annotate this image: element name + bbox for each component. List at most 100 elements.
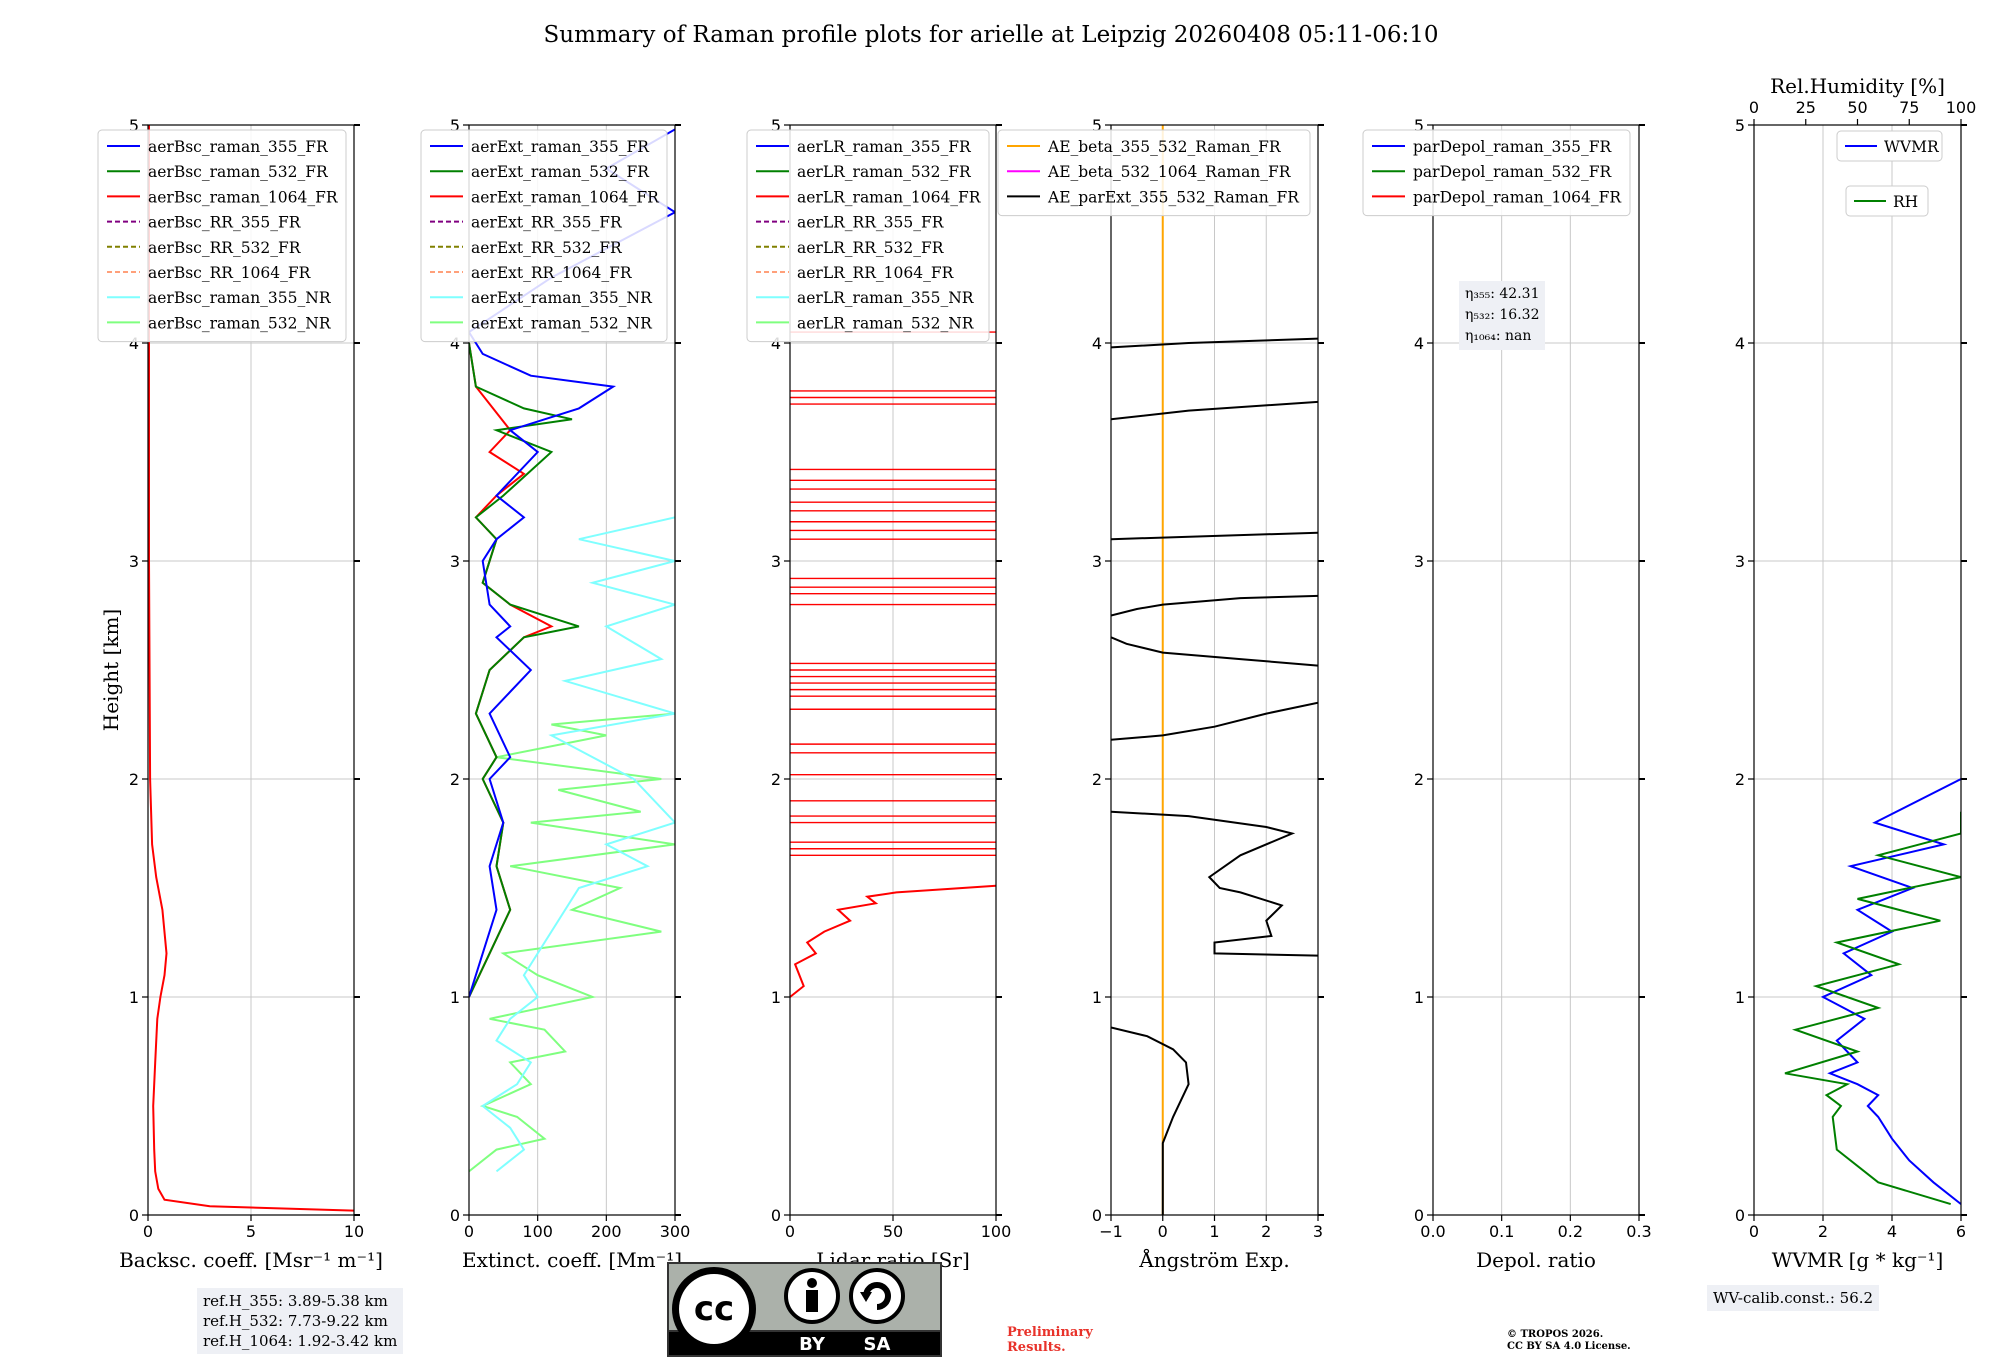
legend-label: RH bbox=[1893, 193, 1918, 211]
axes-frame bbox=[1432, 124, 1640, 1216]
ae-parext-segment bbox=[1111, 594, 1318, 617]
x-tick-label: 200 bbox=[591, 1222, 622, 1241]
x-axis-label: Ångström Exp. bbox=[1138, 1247, 1289, 1272]
y-tick-label: 5 bbox=[1414, 116, 1424, 135]
legend-label: aerLR_raman_355_FR bbox=[797, 138, 972, 156]
legend-label: aerBsc_raman_355_FR bbox=[148, 138, 329, 156]
legend-label: aerExt_raman_532_NR bbox=[471, 314, 653, 332]
y-tick-label: 5 bbox=[1735, 116, 1745, 135]
y-tick-label: 0 bbox=[450, 1206, 460, 1225]
x2-tick-label: 50 bbox=[1847, 98, 1867, 117]
y-tick-label: 3 bbox=[1092, 552, 1102, 571]
x-tick-label: 10 bbox=[344, 1222, 364, 1241]
legend-label: aerLR_RR_1064_FR bbox=[797, 264, 955, 282]
ae-parext-segment bbox=[1111, 810, 1318, 957]
panel-depol: 0.0 0.1 0.2 0.3 0 1 2 3 4 5 Depol. ratio parDepol_r… bbox=[1362, 116, 1652, 1272]
cc-circle-inner bbox=[679, 1274, 749, 1344]
legend-label: AE_beta_355_532_Raman_FR bbox=[1047, 138, 1282, 156]
ae-parext-segment bbox=[1111, 636, 1318, 667]
x-tick-label: 4 bbox=[1887, 1222, 1897, 1241]
y-tick-label: 1 bbox=[450, 988, 460, 1007]
y-tick-label: 5 bbox=[129, 116, 139, 135]
x-tick-label: 0 bbox=[464, 1222, 474, 1241]
eta-532: η₅₃₂: 16.32 bbox=[1465, 307, 1540, 323]
data-layer bbox=[1111, 125, 1318, 1215]
ae-parext-segment bbox=[1111, 1026, 1190, 1215]
x2-tick-label: 0 bbox=[1749, 98, 1759, 117]
y-tick-label: 2 bbox=[1414, 770, 1424, 789]
legend-label: aerExt_RR_532_FR bbox=[471, 239, 623, 257]
x-tick-label: 100 bbox=[522, 1222, 553, 1241]
legend-box bbox=[420, 129, 668, 343]
series-WVMR bbox=[1820, 778, 1961, 1205]
legend-label: aerBsc_RR_1064_FR bbox=[148, 264, 312, 282]
y-tick-label: 0 bbox=[1414, 1206, 1424, 1225]
preliminary-line-2: Results. bbox=[1007, 1340, 1066, 1355]
series-aerLR_raman_1064_FR bbox=[790, 884, 996, 998]
y-tick-label: 0 bbox=[1735, 1206, 1745, 1225]
series-aerExt_raman_355_NR bbox=[480, 516, 675, 1173]
x-tick-label: 1 bbox=[1209, 1222, 1219, 1241]
x-axis-label: WVMR [g * kg⁻¹] bbox=[1772, 1248, 1944, 1272]
y-tick-label: 2 bbox=[771, 770, 781, 789]
copyright-line-2: CC BY SA 4.0 License. bbox=[1507, 1341, 1631, 1352]
legend-label: aerBsc_raman_532_NR bbox=[148, 314, 332, 332]
legend-box-rh bbox=[1845, 185, 1929, 217]
legend-label: aerBsc_raman_1064_FR bbox=[148, 188, 339, 206]
cc-license-badge: cc BY SA bbox=[667, 1262, 942, 1357]
y-tick-label: 4 bbox=[1092, 334, 1102, 353]
panel-bsc: 0 5 10 0 1 2 3 4 5 Backsc. coeff. [Msr⁻¹ m⁻¹] aerB… bbox=[97, 116, 383, 1272]
y-tick-label: 0 bbox=[1092, 1206, 1102, 1225]
x-axis-label: Depol. ratio bbox=[1476, 1248, 1596, 1272]
legend-label: aerExt_RR_355_FR bbox=[471, 214, 623, 232]
legend-box bbox=[997, 129, 1311, 217]
legend-label: aerLR_raman_355_NR bbox=[797, 289, 975, 307]
legend-label: aerBsc_RR_532_FR bbox=[148, 239, 302, 257]
y-tick-label: 3 bbox=[1414, 552, 1424, 571]
ae-parext-segment bbox=[1111, 531, 1318, 541]
y-tick-label: 1 bbox=[1414, 988, 1424, 1007]
y-tick-label: 2 bbox=[1092, 770, 1102, 789]
ae-parext-segment bbox=[1111, 701, 1318, 741]
y-tick-label: 5 bbox=[450, 116, 460, 135]
wv-calib-box: WV-calib.const.: 56.2 bbox=[1707, 1285, 1880, 1311]
legend-label: aerExt_RR_1064_FR bbox=[471, 264, 633, 282]
eta-355: η₃₅₅: 42.31 bbox=[1465, 286, 1540, 302]
x-tick-label: 50 bbox=[883, 1222, 903, 1241]
x-tick-label: 0.3 bbox=[1626, 1222, 1651, 1241]
y-tick-label: 1 bbox=[1092, 988, 1102, 1007]
legend-box bbox=[746, 129, 990, 343]
series-aerExt_raman_532_NR bbox=[469, 712, 675, 1173]
y-tick-label: 2 bbox=[450, 770, 460, 789]
legend-label: aerLR_raman_1064_FR bbox=[797, 188, 982, 206]
x-tick-label: 0 bbox=[143, 1222, 153, 1241]
wv-calib-const: WV-calib.const.: 56.2 bbox=[1713, 1289, 1874, 1307]
x-tick-label: 0 bbox=[1749, 1222, 1759, 1241]
legend-label: aerExt_raman_355_NR bbox=[471, 289, 653, 307]
legend-label: parDepol_raman_355_FR bbox=[1413, 138, 1613, 156]
y-tick-label: 1 bbox=[129, 988, 139, 1007]
preliminary-line-1: Preliminary bbox=[1007, 1325, 1093, 1340]
legend-label: aerLR_RR_355_FR bbox=[797, 214, 945, 232]
eta-box: η₃₅₅: 42.31 η₅₃₂: 16.32 η₁₀₆₄: nan bbox=[1459, 281, 1546, 350]
by-icon-body bbox=[806, 1290, 818, 1312]
x-tick-label: 0.1 bbox=[1489, 1222, 1514, 1241]
sa-label: SA bbox=[864, 1334, 891, 1355]
sa-icon bbox=[849, 1268, 905, 1324]
copyright-note: © TROPOS 2026. CC BY SA 4.0 License. bbox=[1507, 1329, 1631, 1353]
ae-parext-segment bbox=[1111, 337, 1318, 349]
x-tick-label: 0.2 bbox=[1558, 1222, 1583, 1241]
legend-label: parDepol_raman_532_FR bbox=[1413, 163, 1613, 181]
x-axis-label: Extinct. coeff. [Mm⁻¹] bbox=[462, 1248, 682, 1272]
eta-1064: η₁₀₆₄: nan bbox=[1465, 328, 1532, 344]
y-axis-label: Height [km] bbox=[99, 609, 123, 731]
legend-label: aerBsc_RR_355_FR bbox=[148, 214, 302, 232]
legend-label: aerExt_raman_532_FR bbox=[471, 163, 650, 181]
legend-label: aerBsc_raman_532_FR bbox=[148, 163, 329, 181]
y-tick-label: 3 bbox=[1735, 552, 1745, 571]
panel-wv: 0 2 4 6 0 1 2 3 4 5 WVMR [g * kg⁻¹] 0 25 50 75 100Rel.H… bbox=[1735, 74, 1976, 1272]
figure-title: Summary of Raman profile plots for ariel… bbox=[543, 22, 1439, 48]
x-tick-label: 2 bbox=[1818, 1222, 1828, 1241]
